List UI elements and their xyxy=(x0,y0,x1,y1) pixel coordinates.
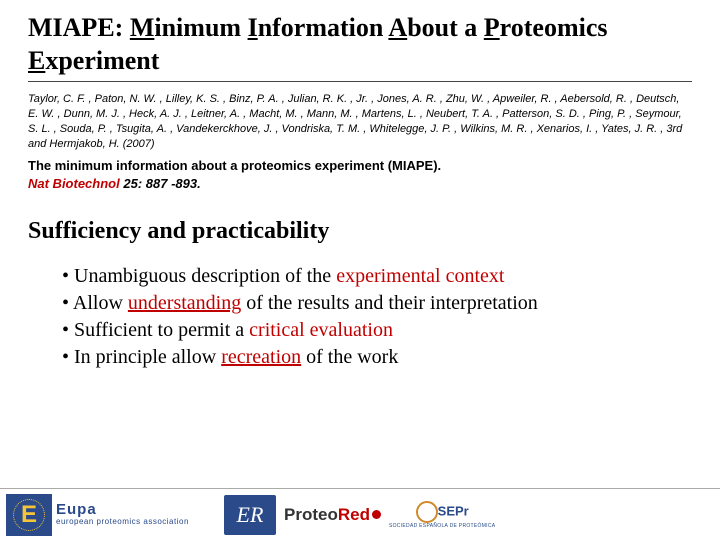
eupa-text: Eupa european proteomics association xyxy=(56,502,216,527)
title-rule xyxy=(28,81,692,82)
bullet-item: • Unambiguous description of the experim… xyxy=(62,263,662,290)
citation-journal: Nat Biotechnol xyxy=(28,176,120,191)
bullet-item: • Sufficient to permit a critical evalua… xyxy=(62,317,662,344)
citation-volume: 25 xyxy=(123,176,137,191)
authors-list: Taylor, C. F. , Paton, N. W. , Lilley, K… xyxy=(28,92,692,151)
proteored-dot-icon xyxy=(372,510,381,519)
sepro-ring-icon xyxy=(416,501,438,523)
bullet-item: • In principle allow recreation of the w… xyxy=(62,344,662,371)
proteored-b: Red xyxy=(338,505,370,525)
slide-title: MIAPE: Minimum Information About a Prote… xyxy=(28,12,692,77)
section-subhead: Sufficiency and practicability xyxy=(28,218,692,245)
eupa-e-icon: E xyxy=(6,494,52,536)
sepro-logo: SEPr SOCIEDAD ESPAÑOLA DE PROTEÓMICA xyxy=(389,494,495,536)
sepro-subtitle: SOCIEDAD ESPAÑOLA DE PROTEÓMICA xyxy=(389,523,495,529)
bullet-item: • Allow understanding of the results and… xyxy=(62,290,662,317)
eupa-title: Eupa xyxy=(56,502,216,519)
proteored-logo: ProteoRed xyxy=(284,494,381,536)
citation-article: The minimum information about a proteomi… xyxy=(28,158,441,173)
footer-logos: E Eupa european proteomics association E… xyxy=(0,488,720,540)
bullet-list: • Unambiguous description of the experim… xyxy=(28,263,692,371)
er-logo: ER xyxy=(224,495,276,535)
eupa-subtitle: european proteomics association xyxy=(56,518,216,527)
sepro-text: SEPr xyxy=(416,501,469,523)
citation-pages: : 887 -893. xyxy=(138,176,201,191)
eupa-logo: E Eupa european proteomics association xyxy=(6,494,216,536)
er-text: ER xyxy=(237,502,264,528)
proteored-a: Proteo xyxy=(284,505,338,525)
citation: The minimum information about a proteomi… xyxy=(28,157,692,192)
